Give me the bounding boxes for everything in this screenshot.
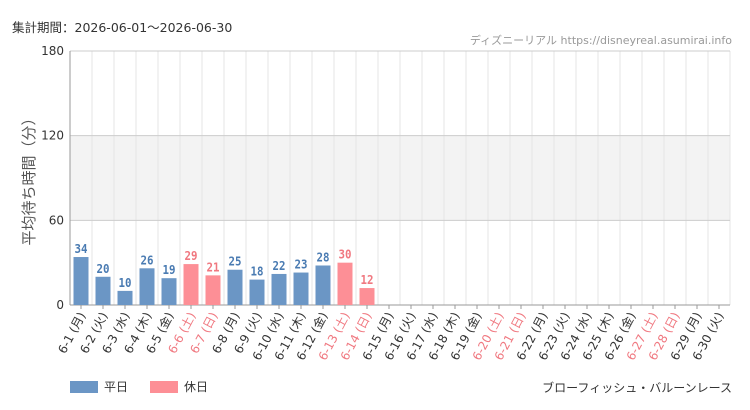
bar <box>73 257 89 305</box>
bar <box>161 278 177 305</box>
y-axis-label: 平均待ち時間（分） <box>20 110 38 245</box>
data-label: 21 <box>207 260 220 274</box>
bar <box>205 275 221 305</box>
bar <box>315 265 331 305</box>
data-label: 23 <box>295 258 308 272</box>
legend-swatch-holiday <box>150 380 179 393</box>
data-label: 22 <box>273 259 286 273</box>
bar <box>117 290 133 305</box>
bar <box>139 268 155 305</box>
data-label: 10 <box>119 276 132 290</box>
bar <box>293 272 309 305</box>
legend: 平日 休日 <box>70 378 230 395</box>
source-label: ディズニーリアル https://disneyreal.asumirai.inf… <box>469 34 732 47</box>
bar <box>337 262 353 305</box>
bar <box>271 273 287 305</box>
bar <box>227 269 243 305</box>
data-label: 12 <box>361 273 374 287</box>
data-label: 34 <box>75 242 88 256</box>
y-tick-label: 120 <box>41 129 64 143</box>
attraction-name: ブローフィッシュ・バルーンレース <box>542 381 732 395</box>
data-label: 25 <box>229 255 242 269</box>
y-tick-label: 60 <box>49 213 64 227</box>
bar <box>183 264 199 305</box>
bar <box>95 276 111 305</box>
legend-label-weekday: 平日 <box>104 380 129 394</box>
data-label: 20 <box>97 262 110 276</box>
data-label: 28 <box>317 250 330 264</box>
data-label: 30 <box>339 248 352 262</box>
legend-swatch-weekday <box>70 380 98 393</box>
bar <box>249 279 265 305</box>
data-label: 18 <box>251 265 264 279</box>
bar <box>359 288 375 305</box>
data-label: 26 <box>141 253 154 267</box>
y-tick-label: 0 <box>56 298 64 312</box>
y-tick-label: 180 <box>41 44 64 58</box>
data-label: 19 <box>163 263 176 277</box>
period-label: 集計期間：2026-06-01～2026-06-30 <box>12 20 233 35</box>
legend-item-weekday: 平日 <box>70 378 128 395</box>
data-label: 29 <box>185 249 198 263</box>
legend-label-holiday: 休日 <box>184 380 209 394</box>
legend-item-holiday: 休日 <box>150 378 208 395</box>
